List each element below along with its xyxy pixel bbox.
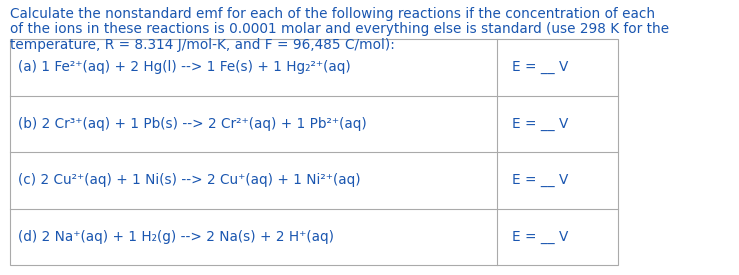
Text: Calculate the nonstandard emf for each of the following reactions if the concent: Calculate the nonstandard emf for each o… [10,7,655,21]
Text: temperature, R = 8.314 J/mol-K, and F = 96,485 C/mol):: temperature, R = 8.314 J/mol-K, and F = … [10,38,395,52]
Text: E = __ V: E = __ V [512,60,568,74]
Text: E = __ V: E = __ V [512,173,568,187]
Text: (b) 2 Cr³⁺(aq) + 1 Pb(s) --> 2 Cr²⁺(aq) + 1 Pb²⁺(aq): (b) 2 Cr³⁺(aq) + 1 Pb(s) --> 2 Cr²⁺(aq) … [18,117,367,131]
Text: (a) 1 Fe²⁺(aq) + 2 Hg(l) --> 1 Fe(s) + 1 Hg₂²⁺(aq): (a) 1 Fe²⁺(aq) + 2 Hg(l) --> 1 Fe(s) + 1… [18,60,351,74]
Text: E = __ V: E = __ V [512,117,568,131]
Text: (c) 2 Cu²⁺(aq) + 1 Ni(s) --> 2 Cu⁺(aq) + 1 Ni²⁺(aq): (c) 2 Cu²⁺(aq) + 1 Ni(s) --> 2 Cu⁺(aq) +… [18,173,361,187]
Bar [10,39,618,265]
Text: E = __ V: E = __ V [512,230,568,244]
Text: (d) 2 Na⁺(aq) + 1 H₂(g) --> 2 Na(s) + 2 H⁺(aq): (d) 2 Na⁺(aq) + 1 H₂(g) --> 2 Na(s) + 2 … [18,230,334,244]
Text: of the ions in these reactions is 0.0001 molar and everything else is standard (: of the ions in these reactions is 0.0001… [10,23,669,37]
